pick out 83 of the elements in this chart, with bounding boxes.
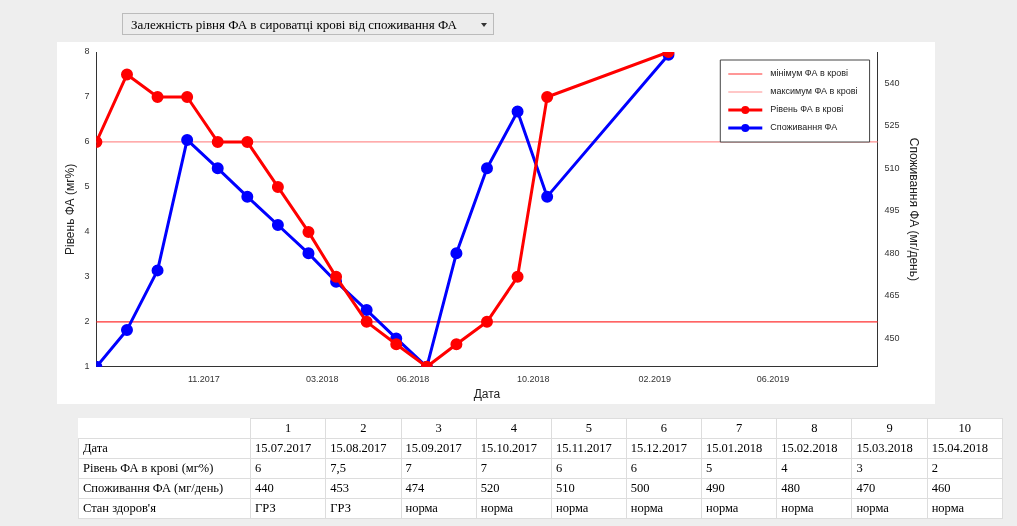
text: 440: [250, 478, 326, 499]
text: 470: [851, 478, 928, 499]
text: ГРЗ: [325, 498, 402, 519]
legend-label: Рівень ФА в крові: [770, 104, 844, 115]
text: 4: [476, 418, 552, 439]
y2-tick-label: 480: [884, 247, 900, 258]
text: ГРЗ: [250, 498, 326, 519]
chart-title: Залежність рівня ФА в сироватці крові від споживання ФА: [131, 17, 457, 32]
text: 15.09.2017: [401, 438, 477, 459]
text: норма: [626, 498, 702, 519]
text: 7: [701, 418, 777, 439]
text: 1: [250, 418, 326, 439]
text: 15.04.2018: [927, 438, 1003, 459]
x-axis-title: Дата: [473, 387, 501, 402]
text: 15.02.2018: [776, 438, 852, 459]
text: 2: [927, 458, 1003, 479]
legend-label: мінімум ФА в крові: [770, 68, 848, 79]
y-tick-label: 2: [84, 316, 90, 327]
text: 15.01.2018: [701, 438, 777, 459]
y-tick-label: 8: [84, 46, 90, 57]
text: 9: [851, 418, 928, 439]
y2-tick-label: 540: [884, 77, 900, 88]
y-axis-title: Рівень ФА (мг%): [62, 163, 77, 256]
text: 510: [551, 478, 627, 499]
text: Стан здоров'я: [78, 498, 251, 519]
legend-label: Споживання ФА: [770, 122, 838, 133]
text: 3: [401, 418, 477, 439]
text: 3: [851, 458, 928, 479]
x-tick-label: 03.2018: [306, 373, 339, 384]
legend-label: максимум ФА в крові: [770, 86, 858, 97]
text: 6: [250, 458, 326, 479]
x-tick-label: 06.2018: [396, 373, 430, 384]
text: Споживання ФА (мг/день): [78, 478, 251, 499]
text: 520: [476, 478, 552, 499]
text: норма: [927, 498, 1003, 519]
y2-tick-label: 495: [884, 205, 900, 216]
x-tick-label: 11.2017: [187, 373, 220, 384]
text: норма: [701, 498, 777, 519]
text: 6: [551, 458, 627, 479]
text: Рівень ФА в крові (мг%): [78, 458, 251, 479]
text: 474: [401, 478, 477, 499]
text: 490: [701, 478, 777, 499]
text: 15.07.2017: [250, 438, 326, 459]
y-tick-label: 3: [84, 271, 90, 282]
text: 7: [476, 458, 552, 479]
text: 10: [927, 418, 1003, 439]
text: 15.12.2017: [626, 438, 702, 459]
y-tick-label: 7: [84, 91, 90, 102]
y2-tick-label: 525: [884, 120, 900, 131]
text: 6: [626, 458, 702, 479]
text: 4: [776, 458, 852, 479]
text: 15.08.2017: [325, 438, 402, 459]
text: 480: [776, 478, 852, 499]
text: норма: [851, 498, 928, 519]
text: 5: [701, 458, 777, 479]
text: 2: [325, 418, 402, 439]
text: 453: [325, 478, 402, 499]
text: норма: [776, 498, 852, 519]
x-tick-label: 10.2018: [517, 373, 550, 384]
text: 6: [626, 418, 702, 439]
text: 15.11.2017: [551, 438, 627, 459]
text: 15.03.2018: [851, 438, 928, 459]
text: 8: [776, 418, 852, 439]
text: 7: [401, 458, 477, 479]
text: норма: [551, 498, 627, 519]
y-tick-label: 5: [84, 181, 90, 192]
text: 5: [551, 418, 627, 439]
y2-tick-label: 510: [884, 162, 900, 173]
text: норма: [476, 498, 552, 519]
x-tick-label: 02.2019: [638, 373, 671, 384]
text: 500: [626, 478, 702, 499]
y-tick-label: 1: [84, 361, 90, 372]
y-tick-label: 6: [84, 136, 90, 147]
y2-tick-label: 465: [884, 290, 900, 301]
y2-tick-label: 450: [884, 332, 900, 343]
text: 460: [927, 478, 1003, 499]
text: 15.10.2017: [476, 438, 552, 459]
text: норма: [401, 498, 477, 519]
y2-axis-title: Споживання ФА (мг/день): [907, 137, 922, 281]
y-tick-label: 4: [84, 226, 90, 237]
text: Дата: [78, 438, 251, 459]
text: 7,5: [325, 458, 402, 479]
x-tick-label: 06.2019: [756, 373, 790, 384]
